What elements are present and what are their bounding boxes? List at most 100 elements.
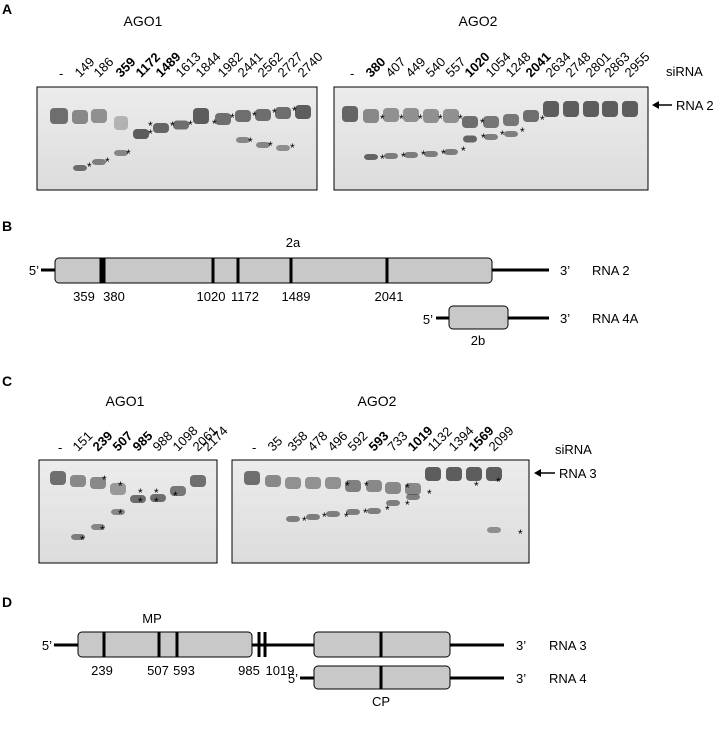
gel-band — [130, 495, 146, 503]
gel-band — [150, 494, 166, 502]
gel-band — [504, 131, 518, 137]
bands-c: *** ****** ** * ** ** ***** ** — [50, 467, 523, 547]
site-marks-d — [102, 632, 383, 657]
gel-band — [563, 101, 579, 117]
ago1-title-a: AGO1 — [124, 13, 163, 29]
gel-band — [405, 483, 421, 495]
bands-a: * **** * * * ********* * * * ** * * *** * ** — [50, 101, 638, 174]
gel-band — [91, 109, 107, 123]
band-star: * — [173, 489, 178, 503]
band-star: * — [148, 127, 153, 141]
site-label: 1020 — [197, 289, 226, 304]
gel-band — [346, 509, 360, 515]
band-star: * — [385, 503, 390, 517]
site-label: 507 — [147, 663, 169, 678]
site-label: 359 — [73, 289, 95, 304]
gel-band — [193, 108, 209, 124]
panel-b: B 2a 5’ 3’ RNA 2 359 380 1020 1172 1489 2041 … — [2, 218, 639, 348]
gel-band — [275, 107, 291, 119]
band-star: * — [100, 523, 105, 537]
lane-labels-a-ago1: -149186359117214891613184419822441256227… — [59, 49, 326, 81]
five-prime-b2: 5’ — [423, 312, 433, 327]
gel-band — [305, 477, 321, 489]
site-label: 593 — [173, 663, 195, 678]
gel-band — [70, 475, 86, 487]
site-label: 1489 — [282, 289, 311, 304]
site-label: 1172 — [231, 289, 259, 304]
band-star: * — [380, 112, 385, 126]
band-star: * — [421, 148, 426, 162]
orf-2a-box — [54, 257, 493, 284]
gel-band — [235, 110, 251, 122]
band-star: * — [481, 131, 486, 145]
lane-label: - — [59, 66, 63, 81]
band-star: * — [126, 147, 131, 161]
band-star: * — [461, 144, 466, 158]
band-star: * — [441, 147, 446, 161]
gel-band — [622, 101, 638, 117]
gel-band — [487, 527, 501, 533]
band-star: * — [170, 119, 175, 133]
band-star: * — [322, 510, 327, 524]
panel-label-b: B — [2, 218, 12, 234]
gel-band — [91, 524, 105, 530]
rna2-label-b: RNA 2 — [592, 263, 630, 278]
site-label: 239 — [91, 663, 113, 678]
orf-cp-label: CP — [372, 694, 390, 709]
gel-band — [110, 483, 126, 495]
band-star: * — [138, 495, 143, 509]
band-star: * — [268, 139, 273, 153]
gel-band — [486, 467, 502, 481]
band-star: * — [401, 150, 406, 164]
gel-band — [424, 151, 438, 157]
gel-band — [190, 475, 206, 487]
band-star: * — [148, 119, 153, 133]
gel-band — [50, 108, 68, 124]
band-star: * — [154, 486, 159, 500]
panel-c: C AGO1 AGO2 -151239507985988109820612174… — [2, 373, 597, 564]
band-star: * — [154, 495, 159, 509]
five-prime-d1: 5’ — [42, 638, 52, 653]
gel-band — [543, 101, 559, 117]
band-star: * — [290, 141, 295, 155]
gel-band — [256, 142, 270, 148]
band-star: * — [138, 486, 143, 500]
band-star: * — [105, 155, 110, 169]
gel-band — [583, 101, 599, 117]
gel-band — [403, 108, 419, 122]
orf-mp-label: MP — [142, 611, 162, 626]
sirna-label-c: siRNA — [555, 442, 592, 457]
rna2-label-a: RNA 2 — [676, 98, 714, 113]
site-labels-b: 359 380 1020 1172 1489 2041 — [73, 289, 403, 304]
band-star: * — [87, 160, 92, 174]
rna4-label-d: RNA 4 — [549, 671, 587, 686]
lane-label: 35 — [265, 433, 286, 454]
ago2-title-c: AGO2 — [358, 393, 397, 409]
band-star: * — [540, 113, 545, 127]
band-star: * — [80, 533, 85, 547]
gel-band — [306, 514, 320, 520]
rna3-label-c: RNA 3 — [559, 466, 597, 481]
gel-band — [133, 129, 149, 139]
gel-band — [276, 145, 290, 151]
band-star: * — [252, 109, 257, 123]
band-star: * — [188, 118, 193, 132]
band-star: * — [302, 514, 307, 528]
orf-2a-label: 2a — [286, 235, 301, 250]
gel-band — [72, 110, 88, 124]
band-star: * — [118, 507, 123, 521]
panel-label-c: C — [2, 373, 12, 389]
band-star: * — [520, 125, 525, 139]
gel-band — [326, 511, 340, 517]
gel-band — [286, 516, 300, 522]
gel-band — [462, 116, 478, 128]
gel-band — [215, 113, 231, 125]
lane-labels-a-ago2: -380407449540557102010541248204126342748… — [350, 49, 653, 81]
band-star: * — [399, 112, 404, 126]
gel-band — [386, 500, 400, 506]
gel-band — [236, 137, 250, 143]
lane-label: 186 — [91, 54, 117, 80]
rna3-arrow — [534, 469, 555, 477]
panel-label-a: A — [2, 1, 12, 17]
gel-band — [114, 116, 128, 130]
